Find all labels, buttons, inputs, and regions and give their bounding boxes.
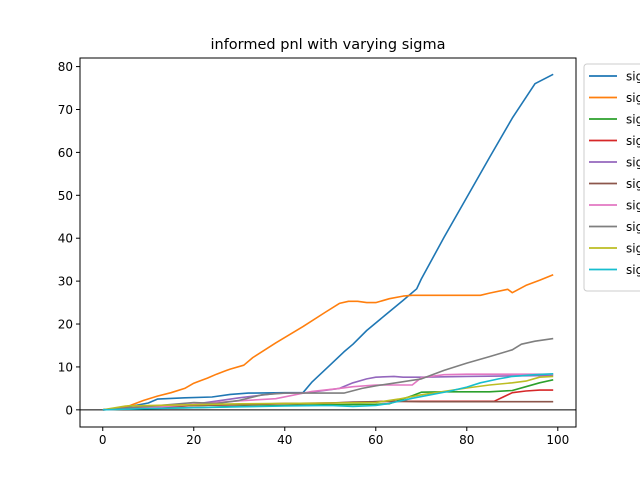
y-tick-label: 10 — [58, 360, 73, 374]
x-tick-label: 20 — [186, 433, 201, 447]
legend-label: sig — [626, 70, 640, 84]
series-line-9 — [102, 375, 554, 411]
y-tick-label: 30 — [58, 275, 73, 289]
chart-title: informed pnl with varying sigma — [210, 37, 445, 53]
y-tick-label: 70 — [58, 103, 73, 117]
x-axis: 0 20 40 60 80 100 — [99, 427, 569, 447]
legend-label: sig — [626, 156, 640, 170]
legend-box — [583, 63, 640, 292]
plot-frame — [79, 57, 577, 428]
series-line-8 — [102, 337, 554, 411]
y-tick-label: 80 — [58, 60, 73, 74]
legend-label: sig — [626, 199, 640, 213]
legend-label: sig — [626, 220, 640, 234]
series-line-5 — [102, 374, 554, 411]
legend-label: sig — [626, 91, 640, 105]
y-axis: 0 10 20 30 40 50 60 70 80 — [58, 60, 80, 417]
x-tick-label: 40 — [277, 433, 292, 447]
x-tick-label: 100 — [546, 433, 569, 447]
x-tick-label: 0 — [99, 433, 107, 447]
legend-label: sig — [626, 134, 640, 148]
y-tick-label: 60 — [58, 146, 73, 160]
legend-label: sig — [626, 242, 640, 256]
legend-label: sig — [626, 113, 640, 127]
y-tick-label: 40 — [58, 232, 73, 246]
y-tick-label: 50 — [58, 189, 73, 203]
series-line-10 — [102, 373, 554, 411]
series-line-2 — [102, 273, 554, 411]
x-tick-label: 60 — [368, 433, 383, 447]
y-tick-label: 20 — [58, 318, 73, 332]
y-tick-label: 0 — [65, 403, 73, 417]
legend-label: sig — [626, 177, 640, 191]
series-line-1 — [102, 73, 554, 411]
x-tick-label: 80 — [459, 433, 474, 447]
legend: sig sig sig sig sig sig sig sig sig sig — [583, 63, 640, 292]
legend-label: sig — [626, 263, 640, 277]
